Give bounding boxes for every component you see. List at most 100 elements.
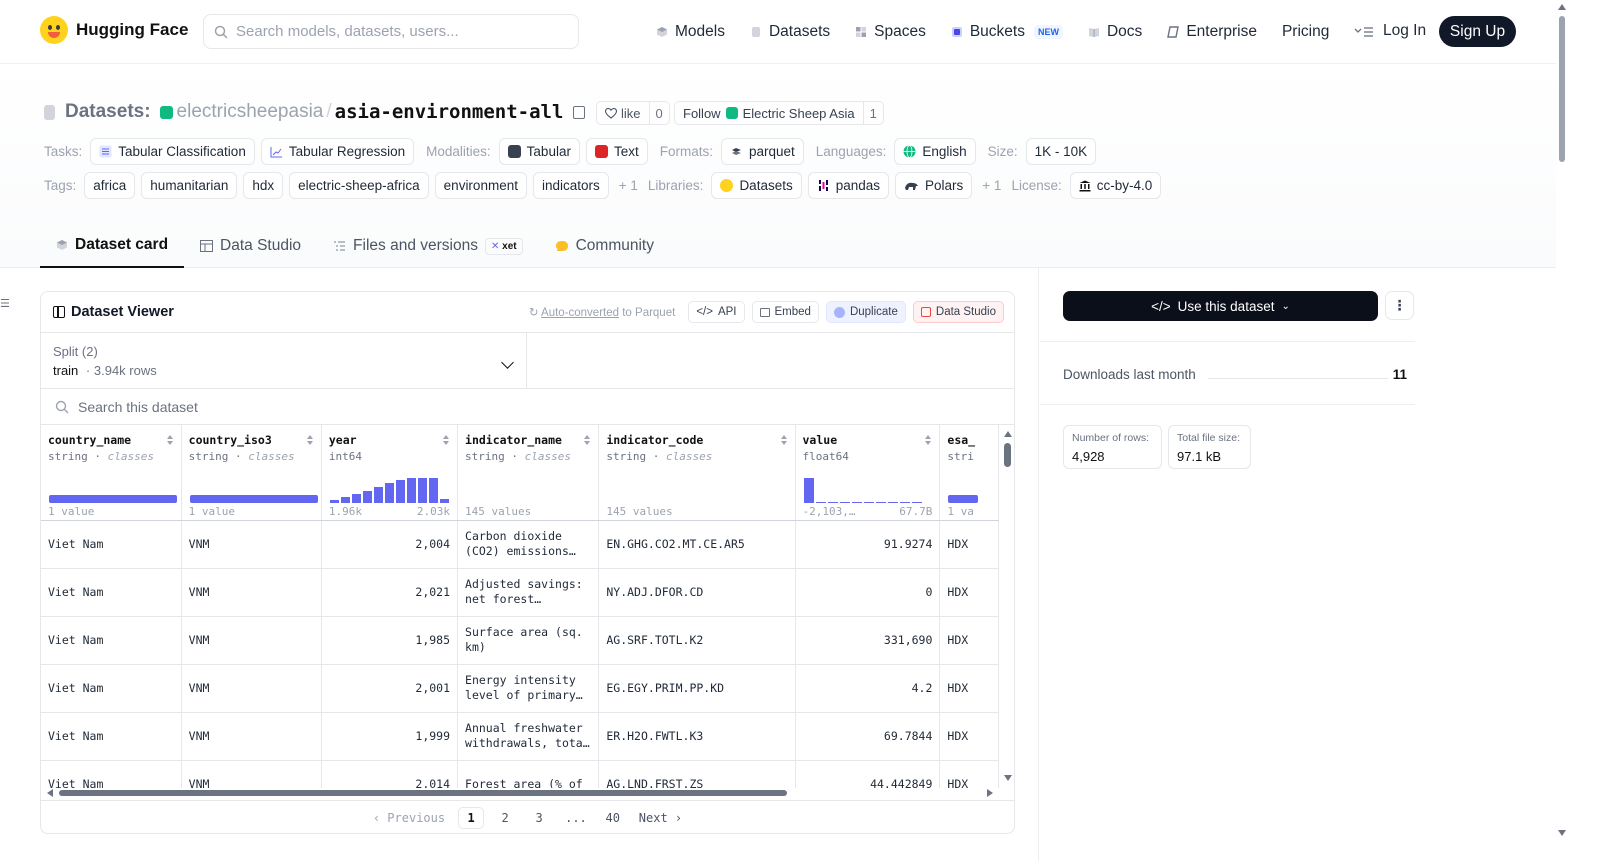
nav-docs[interactable]: Docs bbox=[1088, 23, 1142, 41]
cell-country-iso3[interactable]: VNM bbox=[181, 760, 322, 788]
histogram-bar[interactable] bbox=[395, 480, 405, 503]
org-link[interactable]: electricsheepasia bbox=[176, 101, 324, 122]
histogram-bar[interactable] bbox=[406, 478, 416, 503]
tags-more[interactable]: + 1 bbox=[618, 178, 638, 193]
table-row[interactable]: Viet Nam VNM 1,985 Surface area (sq. km) AG.… bbox=[41, 616, 999, 665]
cell-value[interactable]: 0 bbox=[795, 568, 941, 617]
tag-humanitarian[interactable]: humanitarian bbox=[141, 172, 238, 199]
nav-models[interactable]: Models bbox=[656, 23, 725, 41]
histogram-bar[interactable] bbox=[428, 478, 438, 503]
year-histogram[interactable] bbox=[329, 473, 449, 503]
library-tag-pandas[interactable]: pandas bbox=[807, 172, 890, 199]
sort-icon[interactable] bbox=[306, 435, 314, 445]
histogram-bar[interactable] bbox=[362, 491, 372, 503]
license-tag[interactable]: cc-by-4.0 bbox=[1069, 172, 1162, 199]
cell-indicator-code[interactable]: EG.EGY.PRIM.PP.KD bbox=[598, 664, 796, 713]
column-distribution-bar[interactable] bbox=[189, 495, 318, 503]
cell-country-iso3[interactable]: VNM bbox=[181, 616, 322, 665]
column-header-esa[interactable]: esa_ stri 1 va bbox=[939, 425, 999, 521]
tab-files-and-versions[interactable]: Files and versions ✕ xet bbox=[317, 224, 539, 268]
histogram-bar[interactable] bbox=[839, 502, 850, 503]
cell-indicator-code[interactable]: NY.ADJ.DFOR.CD bbox=[598, 568, 796, 617]
scroll-right-arrow-icon[interactable] bbox=[987, 789, 993, 797]
auto-converted-link[interactable]: Auto-converted bbox=[541, 307, 620, 319]
copy-icon[interactable] bbox=[573, 105, 586, 119]
scroll-thumb[interactable] bbox=[59, 790, 787, 796]
column-distribution-bar[interactable] bbox=[948, 495, 979, 503]
cell-year[interactable]: 2,001 bbox=[321, 664, 459, 713]
column-header-indicator-code[interactable]: indicator_code string · classes 145 valu… bbox=[598, 425, 796, 521]
modality-tag-tabular[interactable]: Tabular bbox=[498, 138, 580, 165]
tab-dataset-card[interactable]: Dataset card bbox=[40, 224, 185, 268]
column-header-country-iso3[interactable]: country_iso3 string · classes 1 value bbox=[181, 425, 322, 521]
scroll-up-arrow-icon[interactable] bbox=[1004, 431, 1012, 437]
next-page-button[interactable]: Next › bbox=[638, 810, 683, 825]
scroll-down-arrow-icon[interactable] bbox=[1558, 830, 1566, 836]
cell-country-name[interactable]: Viet Nam bbox=[41, 520, 182, 569]
page-40-button[interactable]: 40 bbox=[605, 810, 620, 825]
cell-country-iso3[interactable]: VNM bbox=[181, 712, 322, 761]
histogram-bar[interactable] bbox=[373, 487, 383, 503]
table-row[interactable]: Viet Nam VNM 1,999 Annual freshwater withdr… bbox=[41, 712, 999, 761]
task-tag-tabular-regression[interactable]: Tabular Regression bbox=[260, 138, 415, 165]
cell-indicator-name[interactable]: Forest area (% of bbox=[457, 760, 600, 788]
tab-data-studio[interactable]: Data Studio bbox=[184, 224, 317, 268]
library-tag-polars[interactable]: Polars bbox=[895, 172, 973, 199]
table-horizontal-scrollbar[interactable] bbox=[41, 788, 999, 798]
api-button[interactable]: </> API bbox=[688, 301, 745, 323]
tag-electric-sheep-africa[interactable]: electric-sheep-africa bbox=[289, 172, 429, 199]
cell-country-name[interactable]: Viet Nam bbox=[41, 568, 182, 617]
cell-indicator-code[interactable]: EN.GHG.CO2.MT.CE.AR5 bbox=[598, 520, 796, 569]
scroll-left-arrow-icon[interactable] bbox=[47, 789, 53, 797]
cell-value[interactable]: 69.7844 bbox=[795, 712, 941, 761]
histogram-bar[interactable] bbox=[340, 497, 350, 503]
cell-indicator-code[interactable]: ER.H2O.FWTL.K3 bbox=[598, 712, 796, 761]
nav-enterprise[interactable]: Enterprise bbox=[1167, 23, 1257, 41]
tab-community[interactable]: Community bbox=[539, 224, 670, 268]
histogram-bar[interactable] bbox=[417, 478, 427, 503]
brand-logo[interactable]: Hugging Face bbox=[40, 16, 188, 44]
cell-value[interactable]: 4.2 bbox=[795, 664, 941, 713]
histogram-bar[interactable] bbox=[827, 502, 838, 503]
scroll-thumb[interactable] bbox=[1004, 443, 1011, 467]
cell-country-name[interactable]: Viet Nam bbox=[41, 760, 182, 788]
sort-icon[interactable] bbox=[925, 435, 932, 445]
tag-indicators[interactable]: indicators bbox=[532, 172, 609, 199]
library-tag-datasets[interactable]: Datasets bbox=[711, 172, 802, 199]
cell-country-name[interactable]: Viet Nam bbox=[41, 664, 182, 713]
tag-environment[interactable]: environment bbox=[434, 172, 527, 199]
column-header-value[interactable]: value float64 -2,103,… 67.7B bbox=[795, 425, 941, 521]
cell-year[interactable]: 2,004 bbox=[321, 520, 459, 569]
login-link[interactable]: Log In bbox=[1383, 22, 1427, 39]
sort-icon[interactable] bbox=[443, 435, 450, 445]
column-header-year[interactable]: year int64 1.96k 2.03k bbox=[321, 425, 459, 521]
page-1-button[interactable]: 1 bbox=[458, 806, 485, 829]
split-selector[interactable]: Split (2) train · 3.94k rows bbox=[41, 333, 527, 389]
column-distribution-bar[interactable] bbox=[49, 495, 177, 503]
sort-icon[interactable] bbox=[780, 435, 788, 445]
cell-indicator-name[interactable]: Adjusted savings: net forest… bbox=[457, 568, 600, 617]
cell-indicator-name[interactable]: Energy intensity level of primary… bbox=[457, 664, 600, 713]
embed-button[interactable]: Embed bbox=[751, 301, 819, 323]
cell-year[interactable]: 1,985 bbox=[321, 616, 459, 665]
page-scroll-thumb[interactable] bbox=[1559, 16, 1565, 162]
cell-value[interactable]: 331,690 bbox=[795, 616, 941, 665]
signup-button[interactable]: Sign Up bbox=[1439, 16, 1516, 47]
nav-spaces[interactable]: Spaces bbox=[855, 23, 926, 41]
histogram-bar[interactable] bbox=[887, 502, 898, 503]
duplicate-button[interactable]: Duplicate bbox=[825, 301, 906, 323]
modality-tag-text[interactable]: Text bbox=[585, 138, 648, 165]
cell-year[interactable]: 2,021 bbox=[321, 568, 459, 617]
table-row[interactable]: Viet Nam VNM 2,004 Carbon dioxide (CO2) emi… bbox=[41, 520, 999, 569]
cell-country-name[interactable]: Viet Nam bbox=[41, 712, 182, 761]
global-search-input[interactable] bbox=[236, 23, 556, 40]
cell-value[interactable]: 91.9274 bbox=[795, 520, 941, 569]
scroll-down-arrow-icon[interactable] bbox=[1004, 775, 1012, 781]
cell-indicator-name[interactable]: Surface area (sq. km) bbox=[457, 616, 600, 665]
page-2-button[interactable]: 2 bbox=[501, 810, 509, 825]
table-row[interactable]: Viet Nam VNM 2,021 Adjusted savings: net fo… bbox=[41, 568, 999, 617]
task-tag-tabular-classification[interactable]: Tabular Classification bbox=[90, 138, 255, 165]
histogram-bar[interactable] bbox=[384, 483, 394, 503]
histogram-bar[interactable] bbox=[875, 502, 886, 503]
sort-icon[interactable] bbox=[166, 435, 174, 445]
